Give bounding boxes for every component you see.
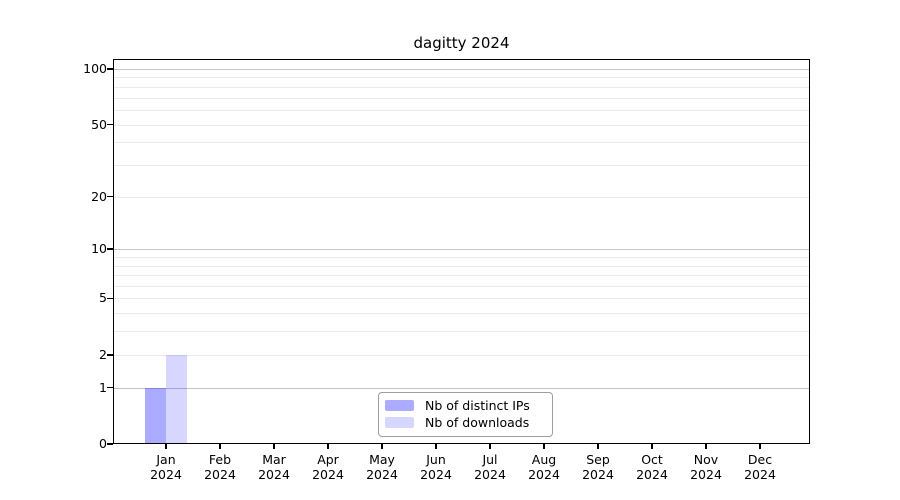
x-tick-year: 2024: [204, 467, 236, 482]
x-tick-mark-may: [381, 444, 383, 449]
x-tick-mark-aug: [543, 444, 545, 449]
y-gridline-minor-4: [113, 313, 810, 315]
x-tick-label-jul: Jul 2024: [463, 452, 517, 482]
y-tick-mark-50: [107, 123, 113, 126]
y-gridline-minor-5: [113, 298, 810, 300]
x-tick-label-jan: Jan 2024: [139, 452, 193, 482]
x-tick-label-aug: Aug 2024: [517, 452, 571, 482]
x-tick-year: 2024: [420, 467, 452, 482]
x-tick-mark-sep: [597, 444, 599, 449]
x-tick-mark-jul: [489, 444, 491, 449]
x-tick-year: 2024: [636, 467, 668, 482]
y-tick-label-100: 100: [83, 61, 107, 76]
y-tick-label-5: 5: [99, 290, 107, 306]
y-tick-mark-1: [107, 386, 113, 389]
y-tick-label-50: 50: [91, 116, 107, 132]
y-tick-mark-5: [107, 297, 113, 300]
legend-entry-downloads: Nb of downloads: [385, 414, 552, 431]
x-tick-year: 2024: [474, 467, 506, 482]
x-tick-year: 2024: [690, 467, 722, 482]
x-tick-mark-mar: [273, 444, 275, 449]
x-tick-year: 2024: [150, 467, 182, 482]
legend-swatch-downloads: [385, 417, 414, 428]
x-tick-month: Dec: [747, 452, 773, 467]
x-tick-mark-dec: [759, 444, 761, 449]
x-tick-month: Oct: [641, 452, 663, 467]
x-tick-mark-oct: [651, 444, 653, 449]
x-tick-label-may: May 2024: [355, 452, 409, 482]
x-tick-label-dec: Dec 2024: [733, 452, 787, 482]
y-gridline-minor-80: [113, 86, 810, 88]
y-gridline-minor-8: [113, 265, 810, 267]
legend-swatch-distinct-ips: [385, 400, 414, 411]
x-tick-month: Sep: [586, 452, 610, 467]
legend-entry-distinct-ips: Nb of distinct IPs: [385, 397, 552, 414]
x-tick-label-jun: Jun 2024: [409, 452, 463, 482]
bar-downloads-jan: [166, 354, 187, 444]
x-tick-month: Apr: [317, 452, 339, 467]
x-tick-label-apr: Apr 2024: [301, 452, 355, 482]
x-tick-label-nov: Nov 2024: [679, 452, 733, 482]
x-tick-label-feb: Feb 2024: [193, 452, 247, 482]
y-gridline-minor-50: [113, 124, 810, 126]
x-tick-year: 2024: [582, 467, 614, 482]
y-gridline-major-10: [113, 249, 810, 251]
x-tick-month: Jan: [156, 452, 176, 467]
y-tick-label-10: 10: [91, 241, 107, 257]
x-tick-year: 2024: [366, 467, 398, 482]
y-tick-label-1: 1: [99, 379, 107, 395]
x-tick-label-mar: Mar 2024: [247, 452, 301, 482]
x-tick-mark-feb: [219, 444, 221, 449]
y-tick-mark-20: [107, 195, 113, 198]
x-tick-month: Mar: [262, 452, 286, 467]
y-gridline-minor-20: [113, 196, 810, 198]
x-tick-month: Nov: [693, 452, 719, 467]
legend-label-downloads: Nb of downloads: [425, 415, 530, 430]
x-tick-label-oct: Oct 2024: [625, 452, 679, 482]
x-tick-month: Jun: [426, 452, 446, 467]
x-tick-mark-jun: [435, 444, 437, 449]
x-tick-month: Feb: [208, 452, 232, 467]
legend: Nb of distinct IPs Nb of downloads: [378, 392, 553, 437]
x-tick-year: 2024: [312, 467, 344, 482]
x-tick-month: Jul: [482, 452, 498, 467]
x-tick-mark-jan: [165, 444, 167, 449]
y-gridline-minor-7: [113, 275, 810, 276]
y-tick-mark-0: [107, 443, 113, 445]
bar-distinct-ips-jan: [145, 387, 166, 444]
x-tick-month: May: [369, 452, 395, 467]
x-tick-label-sep: Sep 2024: [571, 452, 625, 482]
y-tick-mark-10: [107, 248, 113, 250]
chart-title: dagitty 2024: [413, 34, 510, 52]
y-gridline-major-1: [113, 387, 810, 389]
y-gridline-minor-9: [113, 256, 810, 258]
y-gridline-major-100: [113, 69, 810, 70]
x-tick-mark-apr: [327, 444, 329, 449]
y-tick-mark-100: [107, 68, 113, 70]
y-tick-label-2: 2: [99, 346, 107, 362]
plot-area: [113, 59, 810, 444]
x-tick-year: 2024: [744, 467, 776, 482]
y-gridline-minor-6: [113, 285, 810, 287]
y-gridline-minor-3: [113, 331, 810, 333]
y-gridline-minor-40: [113, 142, 810, 144]
y-tick-label-0: 0: [99, 436, 107, 451]
legend-label-distinct-ips: Nb of distinct IPs: [425, 398, 530, 413]
y-gridline-minor-90: [113, 77, 810, 79]
x-tick-year: 2024: [258, 467, 290, 482]
y-gridline-minor-2: [113, 354, 810, 356]
y-gridline-minor-30: [113, 165, 810, 166]
x-tick-year: 2024: [528, 467, 560, 482]
x-tick-mark-nov: [705, 444, 707, 449]
y-tick-mark-2: [107, 354, 113, 356]
x-tick-month: Aug: [531, 452, 557, 467]
y-gridline-minor-60: [113, 110, 810, 111]
y-tick-label-20: 20: [91, 188, 107, 204]
y-gridline-minor-70: [113, 97, 810, 99]
